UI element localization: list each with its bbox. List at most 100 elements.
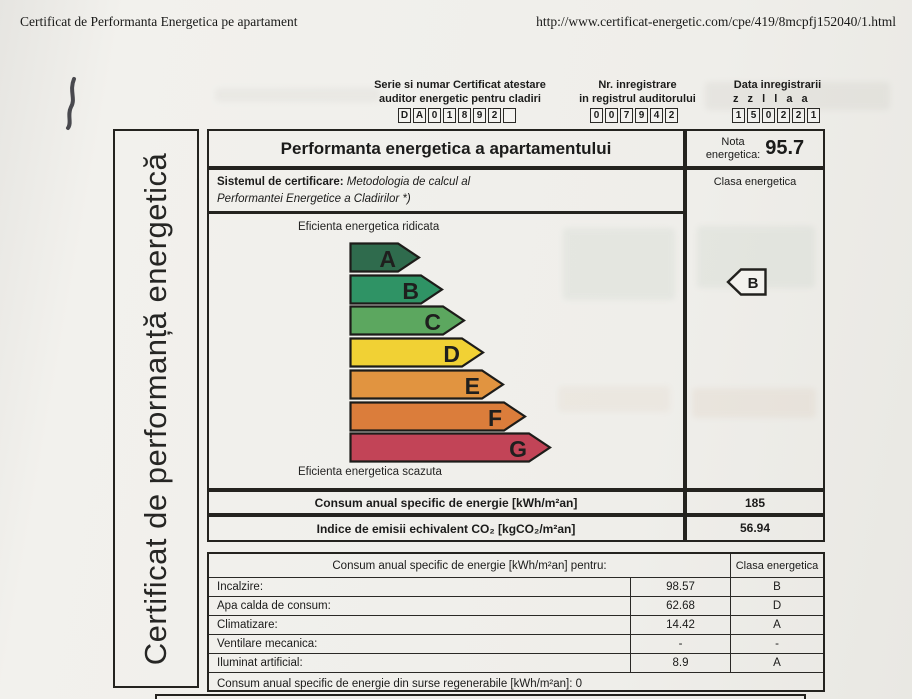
- nr-digit: 2: [665, 108, 678, 123]
- print-header-title: Certificat de Performanta Energetica pe …: [20, 14, 298, 29]
- sistem-value-line1: Metodologia de calcul al: [346, 176, 471, 188]
- energy-class-arrow-F: F: [349, 401, 527, 432]
- print-header-url: http://www.certificat-energetic.com/cpe/…: [536, 14, 896, 29]
- table-row: Incalzire: 98.57 B: [209, 577, 823, 596]
- table-header-label: Consum anual specific de energie [kWh/m²…: [332, 559, 607, 572]
- serie-digit: 2: [488, 108, 501, 123]
- indice-co2-label: Indice de emisii echivalent CO₂ [kgCO₂/m…: [316, 521, 576, 536]
- row-class: A: [730, 654, 823, 672]
- data-digit: 1: [732, 108, 745, 123]
- serie-digit: 1: [443, 108, 456, 123]
- consum-anual-value: 185: [744, 495, 766, 510]
- data-digit: 1: [807, 108, 820, 123]
- sistem-value-line2: Performantei Energetice a Cladirilor *): [217, 193, 411, 205]
- row-value: 62.68: [630, 597, 730, 615]
- row-value: 8.9: [630, 654, 730, 672]
- row-label: Iluminat artificial:: [217, 657, 303, 669]
- serie-digit: 0: [428, 108, 441, 123]
- table-row: Climatizare: 14.42 A: [209, 615, 823, 634]
- next-section-box: [155, 694, 806, 699]
- row-value: 14.42: [630, 616, 730, 634]
- energy-class-letter-D: D: [443, 341, 460, 367]
- row-class: A: [730, 616, 823, 634]
- pen-mark-artifact: [66, 77, 76, 130]
- nota-label: Nota energetica:: [706, 136, 760, 162]
- efficiency-high-label: Eficienta energetica ridicata: [298, 221, 440, 233]
- sistem-line1: Sistemul de certificare: Metodologia de …: [217, 174, 675, 191]
- row-label: Climatizare:: [217, 619, 278, 631]
- energy-class-letter-A: A: [379, 246, 396, 272]
- table-row: Iluminat artificial: 8.9 A: [209, 653, 823, 672]
- nr-label-line2: in registrul auditorului: [579, 93, 696, 105]
- row-value: -: [630, 635, 730, 653]
- data-digit: 2: [777, 108, 790, 123]
- row-label: Incalzire:: [217, 581, 264, 593]
- consum-anual-label: Consum anual specific de energie [kWh/m²…: [314, 495, 578, 510]
- renewable-energy-note: Consum anual specific de energie din sur…: [217, 677, 582, 690]
- indice-co2-label-box: Indice de emisii echivalent CO₂ [kgCO₂/m…: [207, 515, 685, 542]
- data-digit: 2: [792, 108, 805, 123]
- serie-label-line2: auditor energetic pentru cladiri: [379, 93, 541, 105]
- table-footer-row: Consum anual specific de energie din sur…: [209, 672, 823, 694]
- nr-digit: 0: [590, 108, 603, 123]
- nr-digit: 9: [635, 108, 648, 123]
- serie-digit: 9: [473, 108, 486, 123]
- serie-label-line1: Serie si numar Certificat atestare: [374, 79, 546, 91]
- data-digit: 5: [747, 108, 760, 123]
- energy-class-arrow-D: D: [349, 337, 485, 368]
- nr-digit-boxes: 0 0 7 9 4 2: [590, 108, 678, 123]
- nr-digit: 7: [620, 108, 633, 123]
- nota-label-line1: Nota: [721, 135, 745, 148]
- consum-anual-label-box: Consum anual specific de energie [kWh/m²…: [207, 490, 685, 515]
- nr-label-line1: Nr. inregistrare: [598, 79, 677, 91]
- serie-digit: D: [398, 108, 411, 123]
- selected-class-pointer: B: [726, 268, 767, 296]
- row-label: Ventilare mecanica:: [217, 638, 318, 650]
- sistem-certificare-box: Sistemul de certificare: Metodologia de …: [207, 168, 685, 213]
- row-class: -: [730, 635, 823, 653]
- certificate-vertical-title: Certificat de performanță energetică: [138, 152, 173, 665]
- serie-digit: A: [413, 108, 426, 123]
- nota-label-line2: energetica:: [705, 148, 761, 161]
- nr-digit: 4: [650, 108, 663, 123]
- table-header-class: Clasa energetica: [730, 554, 823, 577]
- nota-box: Nota energetica: 95.7: [685, 129, 825, 168]
- table-header-row: Consum anual specific de energie [kWh/m²…: [209, 554, 823, 577]
- consum-anual-value-box: 185: [685, 490, 825, 515]
- certificate-title: Performanta energetica a apartamentului: [207, 129, 685, 168]
- sidebar-title-box: Certificat de performanță energetică: [113, 129, 199, 688]
- serie-digit: [503, 108, 516, 123]
- row-class: B: [730, 578, 823, 596]
- clasa-energetica-label: Clasa energetica: [713, 176, 797, 188]
- table-row: Ventilare mecanica: - -: [209, 634, 823, 653]
- energy-class-letter-F: F: [488, 405, 502, 431]
- sistem-label: Sistemul de certificare:: [217, 176, 344, 188]
- clasa-energetica-box: Clasa energetica B: [685, 168, 825, 490]
- energy-class-letter-B: B: [402, 278, 419, 304]
- data-format-label: z z l l a a: [733, 93, 811, 105]
- energy-class-arrow-A: A: [349, 242, 421, 273]
- efficiency-low-label: Eficienta energetica scazuta: [298, 466, 442, 478]
- energy-class-letter-G: G: [509, 436, 527, 462]
- energy-class-letter-E: E: [465, 373, 480, 399]
- data-label-line1: Data inregistrarii: [733, 79, 822, 91]
- serie-digit-boxes: D A 0 1 8 9 2: [398, 108, 516, 123]
- energy-class-arrow-B: B: [349, 274, 444, 305]
- data-digit-boxes: 1 5 0 2 2 1: [732, 108, 820, 123]
- sistem-line2: Performantei Energetice a Cladirilor *): [217, 191, 675, 208]
- selected-class-letter: B: [748, 275, 759, 292]
- table-row: Apa calda de consum: 62.68 D: [209, 596, 823, 615]
- indice-co2-value: 56.94: [739, 521, 771, 535]
- row-class: D: [730, 597, 823, 615]
- serie-digit: 8: [458, 108, 471, 123]
- indice-co2-value-box: 56.94: [685, 515, 825, 542]
- row-label: Apa calda de consum:: [217, 600, 331, 612]
- row-value: 98.57: [630, 578, 730, 596]
- nr-digit: 0: [605, 108, 618, 123]
- energy-class-arrow-G: G: [349, 432, 552, 463]
- energy-class-arrow-C: C: [349, 305, 466, 336]
- energy-class-letter-C: C: [424, 309, 441, 335]
